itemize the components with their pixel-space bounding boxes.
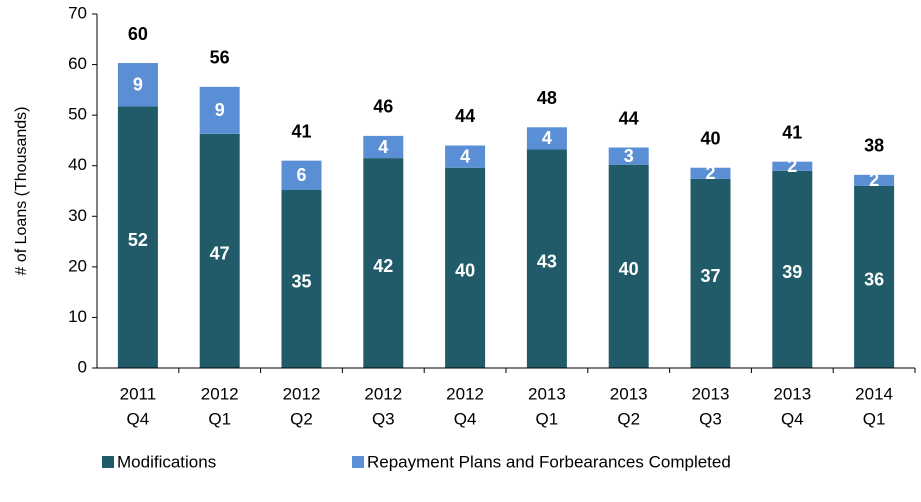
data-label: 39 — [782, 262, 802, 282]
bar-segment — [854, 185, 895, 368]
legend-swatch — [352, 456, 364, 468]
total-label: 60 — [128, 24, 148, 44]
x-tick-label: 2013 — [773, 384, 811, 403]
total-label: 46 — [373, 97, 393, 117]
x-tick-label: Q3 — [372, 409, 395, 428]
bar-segment — [363, 135, 404, 159]
x-tick-label: 2012 — [283, 384, 321, 403]
y-tick-label: 50 — [68, 105, 87, 124]
bar-segment — [772, 170, 813, 368]
x-tick-label: Q3 — [699, 409, 722, 428]
x-tick-label: 2011 — [120, 384, 157, 403]
bar-segment — [199, 133, 240, 368]
x-tick-label: Q1 — [863, 409, 886, 428]
x-tick-label: Q4 — [781, 409, 804, 428]
bar-segment — [690, 178, 731, 368]
bar-segment — [772, 161, 813, 171]
x-tick-label: 2013 — [528, 384, 566, 403]
data-label: 42 — [373, 256, 393, 276]
data-label: 6 — [296, 165, 306, 185]
bar-segment — [445, 167, 486, 368]
y-tick-label: 60 — [68, 54, 87, 73]
bar-segment — [854, 174, 895, 186]
x-tick-label: Q2 — [290, 409, 313, 428]
x-tick-label: Q1 — [208, 409, 231, 428]
data-label: 40 — [455, 261, 475, 281]
x-tick-label: 2012 — [364, 384, 402, 403]
data-label: 9 — [215, 100, 225, 120]
data-label: 40 — [619, 259, 639, 279]
y-tick-label: 20 — [68, 256, 87, 275]
data-label: 4 — [378, 137, 388, 157]
bar-segment — [608, 164, 649, 368]
data-label: 9 — [133, 75, 143, 95]
data-label: 2 — [705, 163, 715, 183]
data-label: 4 — [542, 128, 552, 148]
x-tick-label: Q4 — [127, 409, 150, 428]
bar-segment — [608, 147, 649, 165]
bar-segment — [281, 160, 322, 190]
total-label: 40 — [700, 128, 720, 148]
x-tick-label: 2013 — [692, 384, 730, 403]
x-tick-label: 2014 — [855, 384, 893, 403]
total-label: 38 — [864, 136, 884, 156]
bar-segment — [117, 106, 158, 368]
y-axis-label: # of Loans (Thousands) — [13, 107, 30, 276]
total-label: 56 — [210, 48, 230, 68]
y-tick-label: 10 — [68, 307, 87, 326]
data-label: 4 — [460, 146, 470, 166]
data-label: 2 — [787, 156, 797, 176]
x-tick-label: Q2 — [617, 409, 640, 428]
bar-segment — [526, 149, 567, 368]
data-label: 43 — [537, 252, 557, 272]
data-label: 35 — [291, 272, 311, 292]
bar-segment — [117, 63, 158, 107]
x-tick-label: 2012 — [446, 384, 484, 403]
data-label: 37 — [700, 266, 720, 286]
bar-segment — [199, 86, 240, 134]
y-tick-label: 40 — [68, 155, 87, 174]
x-tick-label: Q4 — [454, 409, 477, 428]
total-label: 44 — [619, 108, 639, 128]
x-tick-label: 2013 — [610, 384, 648, 403]
bar-segment — [445, 145, 486, 168]
bar-segment — [526, 127, 567, 150]
y-tick-label: 30 — [68, 206, 87, 225]
y-tick-label: 0 — [78, 357, 87, 376]
data-label: 52 — [128, 230, 148, 250]
legend-label: Repayment Plans and Forbearances Complet… — [367, 452, 731, 471]
y-tick-label: 70 — [68, 3, 87, 22]
x-tick-label: 2012 — [201, 384, 239, 403]
data-label: 36 — [864, 270, 884, 290]
data-label: 47 — [210, 244, 230, 264]
total-label: 41 — [782, 122, 802, 142]
x-tick-label: Q1 — [536, 409, 559, 428]
total-label: 48 — [537, 88, 557, 108]
total-label: 41 — [291, 121, 311, 141]
legend-swatch — [102, 456, 114, 468]
legend-label: Modifications — [117, 452, 216, 471]
data-label: 3 — [624, 146, 634, 166]
bar-segment — [690, 167, 731, 179]
data-label: 2 — [869, 170, 879, 190]
bar-segment — [363, 158, 404, 368]
total-label: 44 — [455, 106, 475, 126]
bar-segment — [281, 189, 322, 368]
